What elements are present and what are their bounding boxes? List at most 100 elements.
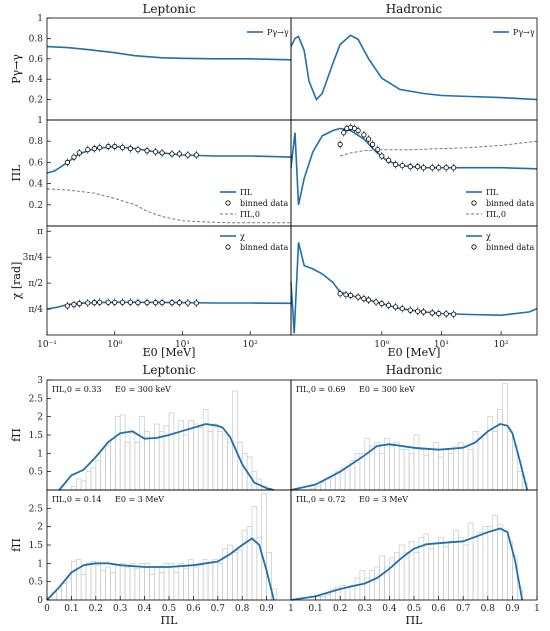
data-point <box>76 150 82 156</box>
histogram-bar <box>261 493 267 601</box>
histogram-bar <box>457 441 464 491</box>
legend-label: ΠL <box>240 188 253 197</box>
y-axis-label: fΠ <box>10 538 23 552</box>
histogram-bar <box>227 441 233 491</box>
data-point <box>185 300 191 306</box>
data-point <box>119 144 126 151</box>
histogram-bar <box>374 441 380 491</box>
histogram-bar <box>418 449 425 491</box>
x-tick-label: 10² <box>494 340 509 350</box>
x-tick-label: 1 <box>288 604 294 614</box>
histogram-bar <box>413 551 420 601</box>
histogram-bar <box>158 572 165 601</box>
x-tick-label: 0.6 <box>186 604 201 614</box>
data-point <box>112 299 118 305</box>
histogram-bar <box>110 438 116 491</box>
series-line <box>46 301 292 310</box>
data-point <box>343 292 349 298</box>
series-line <box>290 242 538 334</box>
annotation-energy: E0 = 300 keV <box>115 385 171 394</box>
legend-marker-swatch <box>471 244 477 250</box>
histogram-bar <box>374 566 380 601</box>
histogram-bar <box>124 566 131 601</box>
histogram-bar <box>443 546 449 601</box>
histogram-bar <box>482 526 489 601</box>
data-point <box>407 164 413 170</box>
legend-label: χ <box>240 232 245 241</box>
panel-frame <box>290 17 538 121</box>
histogram-bar <box>80 573 87 601</box>
histogram-bar <box>71 485 77 491</box>
x-tick-label: 0.3 <box>113 604 128 614</box>
data-point <box>169 151 175 157</box>
data-point <box>443 165 449 171</box>
legend-marker-swatch <box>225 200 231 206</box>
histogram-bar <box>502 529 508 601</box>
data-point <box>76 301 82 307</box>
histogram-bar <box>325 594 331 601</box>
histogram-bar <box>129 430 136 491</box>
data-point <box>144 300 150 306</box>
legend-label: ΠL,0 <box>486 210 506 219</box>
y-axis-label: fΠ <box>10 428 23 442</box>
histogram-bar <box>477 438 484 491</box>
histogram-bar <box>149 438 155 491</box>
data-point <box>169 300 175 306</box>
y-tick-label: 2.5 <box>29 504 44 514</box>
histogram-bar <box>193 566 199 601</box>
data-point <box>105 299 111 305</box>
y-tick-label: π <box>37 227 43 237</box>
dashed-series-line <box>339 140 538 157</box>
histogram-bar <box>369 570 375 601</box>
histogram-bar <box>236 550 243 601</box>
histogram-bar <box>202 559 209 601</box>
data-point <box>64 303 70 309</box>
data-point <box>451 311 457 317</box>
x-tick-label: 10¹ <box>175 340 190 350</box>
data-point <box>193 152 199 158</box>
histogram-bar <box>134 441 141 491</box>
annotation-pi0: ΠL,0 = 0.72 <box>296 495 346 504</box>
x-tick-label: 10⁰ <box>107 340 122 350</box>
data-point <box>443 311 449 317</box>
y-tick-label: 1 <box>37 14 43 24</box>
histogram-bar <box>71 561 77 601</box>
y-tick-label: 2 <box>37 523 43 533</box>
lep-panel-row1 <box>46 142 292 224</box>
histogram-bar <box>497 408 503 491</box>
data-point <box>193 300 199 306</box>
x-tick-label: 0.8 <box>481 604 496 614</box>
histogram-bar <box>61 583 67 601</box>
histogram-bar <box>85 471 92 491</box>
histogram-bar <box>428 548 435 601</box>
histogram-bar <box>448 540 454 601</box>
panel-frame <box>46 17 292 121</box>
dashed-series-line <box>46 188 291 224</box>
series-line <box>290 127 538 205</box>
panel-frame <box>290 225 538 336</box>
histogram-bar <box>100 449 106 491</box>
x-tick-label: 0.2 <box>333 604 347 614</box>
x-tick-label: 0.3 <box>358 604 373 614</box>
density-curve <box>58 423 275 491</box>
data-point <box>337 291 343 297</box>
histogram-bar <box>344 465 351 491</box>
histogram-bar <box>124 441 131 491</box>
data-point <box>91 146 97 152</box>
data-point <box>185 152 191 158</box>
histogram-bar <box>144 430 150 491</box>
histogram-bar <box>144 562 150 601</box>
data-point <box>152 149 159 155</box>
legend-label: ΠL,0 <box>240 210 260 219</box>
histogram-bar <box>448 452 454 491</box>
histogram-bar <box>354 577 361 601</box>
histogram-bar <box>154 566 160 601</box>
x-tick-label: 0.4 <box>382 604 397 614</box>
data-point <box>135 147 141 153</box>
y-axis-label: ΠL <box>10 164 23 182</box>
histogram-bar <box>516 471 523 491</box>
histogram-bar <box>512 445 518 491</box>
histogram-bar <box>315 485 321 491</box>
histogram-bar <box>168 562 175 601</box>
data-point <box>176 300 182 306</box>
